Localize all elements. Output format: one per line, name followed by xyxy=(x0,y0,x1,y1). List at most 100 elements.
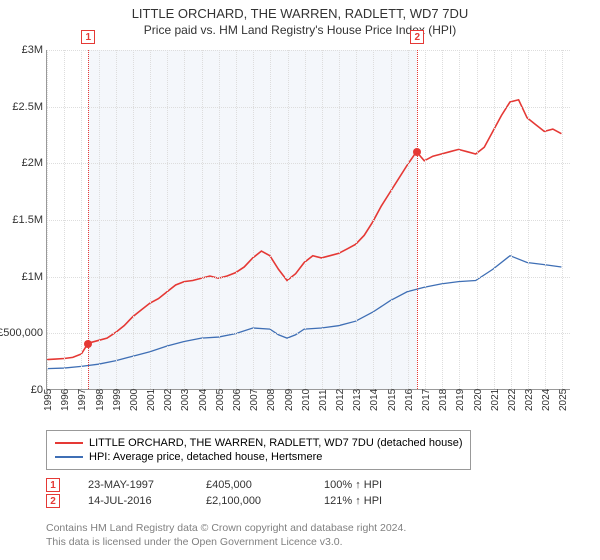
legend: LITTLE ORCHARD, THE WARREN, RADLETT, WD7… xyxy=(46,430,471,470)
gridline-v xyxy=(47,50,48,389)
gridline-v xyxy=(150,50,151,389)
gridline-v xyxy=(425,50,426,389)
gridline-v xyxy=(408,50,409,389)
sales-row-2: 2 14-JUL-2016 £2,100,000 121% ↑ HPI xyxy=(46,494,382,508)
gridline-v xyxy=(99,50,100,389)
x-axis-label: 2005 xyxy=(215,389,226,411)
legend-label-property: LITTLE ORCHARD, THE WARREN, RADLETT, WD7… xyxy=(89,437,462,449)
marker-vline-1 xyxy=(88,50,89,389)
x-axis-label: 2000 xyxy=(129,389,140,411)
gridline-h xyxy=(47,107,570,108)
gridline-v xyxy=(356,50,357,389)
gridline-v xyxy=(167,50,168,389)
sale-date-1: 23-MAY-1997 xyxy=(88,479,178,491)
y-axis-label: £2M xyxy=(22,157,47,169)
x-axis-label: 1995 xyxy=(43,389,54,411)
x-axis-label: 2019 xyxy=(455,389,466,411)
legend-swatch-hpi xyxy=(55,456,83,458)
gridline-v xyxy=(442,50,443,389)
gridline-v xyxy=(511,50,512,389)
x-axis-label: 2020 xyxy=(473,389,484,411)
x-axis-label: 2017 xyxy=(421,389,432,411)
plot-region: £0£500,000£1M£1.5M£2M£2.5M£3M19951996199… xyxy=(46,50,570,390)
sale-price-1: £405,000 xyxy=(206,479,296,491)
x-axis-label: 2007 xyxy=(249,389,260,411)
gridline-v xyxy=(184,50,185,389)
footer-line-1: Contains HM Land Registry data © Crown c… xyxy=(46,522,406,536)
x-axis-label: 2016 xyxy=(404,389,415,411)
sales-table: 1 23-MAY-1997 £405,000 100% ↑ HPI 2 14-J… xyxy=(46,476,382,510)
x-axis-label: 2003 xyxy=(180,389,191,411)
gridline-v xyxy=(202,50,203,389)
x-axis-label: 2002 xyxy=(163,389,174,411)
gridline-h xyxy=(47,50,570,51)
gridline-v xyxy=(64,50,65,389)
x-axis-label: 2025 xyxy=(558,389,569,411)
x-axis-label: 1996 xyxy=(60,389,71,411)
x-axis-label: 2010 xyxy=(301,389,312,411)
sales-row-1: 1 23-MAY-1997 £405,000 100% ↑ HPI xyxy=(46,478,382,492)
marker-box-2: 2 xyxy=(410,30,424,44)
gridline-h xyxy=(47,163,570,164)
gridline-v xyxy=(373,50,374,389)
x-axis-label: 2008 xyxy=(266,389,277,411)
x-axis-label: 2009 xyxy=(284,389,295,411)
x-axis-label: 2015 xyxy=(387,389,398,411)
gridline-v xyxy=(81,50,82,389)
x-axis-label: 2022 xyxy=(507,389,518,411)
marker-box-1: 1 xyxy=(81,30,95,44)
marker-dot-2 xyxy=(413,148,421,156)
y-axis-label: £1.5M xyxy=(12,214,47,226)
x-axis-label: 2014 xyxy=(369,389,380,411)
legend-swatch-property xyxy=(55,442,83,444)
gridline-h xyxy=(47,220,570,221)
gridline-v xyxy=(494,50,495,389)
sale-price-2: £2,100,000 xyxy=(206,495,296,507)
x-axis-label: 2023 xyxy=(524,389,535,411)
legend-item-hpi: HPI: Average price, detached house, Hert… xyxy=(55,451,462,463)
footer: Contains HM Land Registry data © Crown c… xyxy=(46,522,406,549)
gridline-v xyxy=(339,50,340,389)
x-axis-label: 2018 xyxy=(438,389,449,411)
x-axis-label: 2004 xyxy=(198,389,209,411)
y-axis-label: £3M xyxy=(22,44,47,56)
gridline-v xyxy=(391,50,392,389)
marker-vline-2 xyxy=(417,50,418,389)
gridline-v xyxy=(545,50,546,389)
gridline-v xyxy=(253,50,254,389)
x-axis-label: 2013 xyxy=(352,389,363,411)
gridline-v xyxy=(116,50,117,389)
gridline-v xyxy=(305,50,306,389)
x-axis-label: 1997 xyxy=(77,389,88,411)
x-axis-label: 2001 xyxy=(146,389,157,411)
legend-label-hpi: HPI: Average price, detached house, Hert… xyxy=(89,451,322,463)
chart-area: £0£500,000£1M£1.5M£2M£2.5M£3M19951996199… xyxy=(46,50,570,390)
sale-vs-hpi-1: 100% ↑ HPI xyxy=(324,479,382,491)
gridline-v xyxy=(528,50,529,389)
gridline-v xyxy=(236,50,237,389)
x-axis-label: 2021 xyxy=(490,389,501,411)
legend-item-property: LITTLE ORCHARD, THE WARREN, RADLETT, WD7… xyxy=(55,437,462,449)
sale-marker-1: 1 xyxy=(46,478,60,492)
footer-line-2: This data is licensed under the Open Gov… xyxy=(46,536,406,550)
sale-marker-2: 2 xyxy=(46,494,60,508)
y-axis-label: £1M xyxy=(22,271,47,283)
gridline-v xyxy=(288,50,289,389)
gridline-v xyxy=(459,50,460,389)
marker-dot-1 xyxy=(84,340,92,348)
gridline-v xyxy=(133,50,134,389)
chart-title: LITTLE ORCHARD, THE WARREN, RADLETT, WD7… xyxy=(0,6,600,21)
x-axis-label: 2024 xyxy=(541,389,552,411)
gridline-v xyxy=(219,50,220,389)
gridline-v xyxy=(270,50,271,389)
y-axis-label: £500,000 xyxy=(0,327,47,339)
gridline-v xyxy=(477,50,478,389)
y-axis-label: £2.5M xyxy=(12,101,47,113)
gridline-h xyxy=(47,333,570,334)
sale-vs-hpi-2: 121% ↑ HPI xyxy=(324,495,382,507)
x-axis-label: 1999 xyxy=(112,389,123,411)
x-axis-label: 2012 xyxy=(335,389,346,411)
gridline-h xyxy=(47,277,570,278)
gridline-v xyxy=(562,50,563,389)
x-axis-label: 2011 xyxy=(318,389,329,411)
